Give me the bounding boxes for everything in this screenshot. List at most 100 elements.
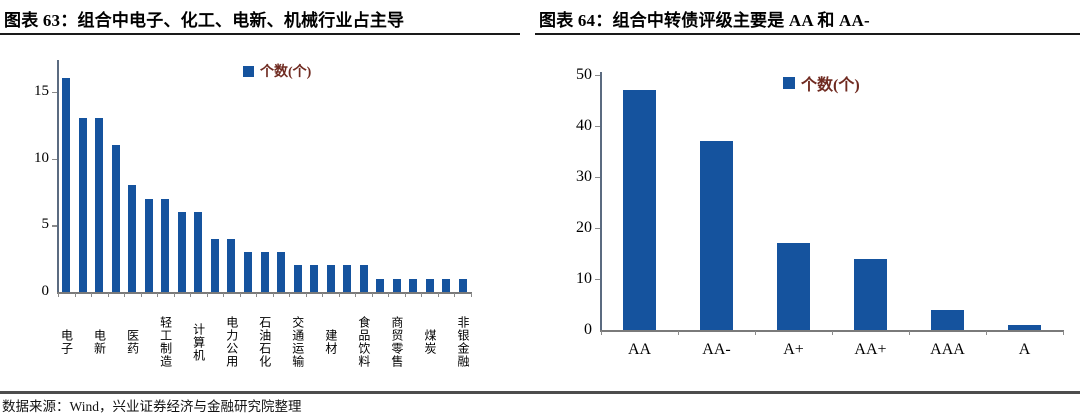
legend-industry: 个数(个) — [243, 61, 311, 81]
rating-bar-chart: 0 10 20 30 40 50 AA AA- A+ AA+ AAA A — [535, 0, 1080, 390]
footer-divider — [0, 391, 1080, 394]
x-axis-tick — [832, 331, 833, 335]
x-category-label: 计算机 — [191, 322, 206, 362]
y-axis-tick-label: 30 — [576, 168, 592, 185]
x-axis-tick — [404, 293, 406, 297]
y-axis-tick — [595, 126, 600, 128]
data-source-note: 数据来源：Wind，兴业证券经济与金融研究院整理 — [2, 399, 302, 413]
x-axis-tick — [322, 293, 324, 297]
bar — [210, 238, 219, 292]
bar — [931, 309, 964, 330]
bar — [1008, 324, 1041, 330]
x-axis-tick — [678, 331, 679, 335]
bar — [293, 265, 302, 292]
x-axis-line — [600, 330, 1064, 332]
bar — [376, 278, 385, 292]
x-axis-tick — [74, 293, 76, 297]
legend-swatch-icon — [783, 77, 795, 89]
x-category-label: 石油石化 — [257, 316, 272, 368]
bar — [623, 90, 656, 330]
x-category-label: 食品饮料 — [356, 316, 371, 368]
chart-title-rating: 图表 64：组合中转债评级主要是 AA 和 AA- — [539, 11, 870, 30]
bar — [243, 251, 252, 292]
x-axis-tick — [239, 293, 241, 297]
bar — [777, 243, 810, 330]
y-axis-tick — [595, 75, 600, 77]
x-axis-tick — [256, 293, 258, 297]
x-category-label: 煤炭 — [422, 329, 437, 355]
bar — [359, 265, 368, 292]
x-axis-tick — [371, 293, 373, 297]
chart-title-industry: 图表 63：组合中电子、化工、电新、机械行业占主导 — [4, 11, 405, 30]
x-axis-tick — [206, 293, 208, 297]
y-axis-tick-label: 20 — [576, 219, 592, 236]
y-axis-tick — [52, 158, 57, 160]
x-category-label: 建材 — [323, 329, 338, 355]
x-category-label: 电新 — [92, 329, 107, 355]
x-category-label: 商贸零售 — [389, 316, 404, 368]
x-axis-tick — [124, 293, 126, 297]
bar — [409, 278, 418, 292]
x-axis-tick — [986, 331, 987, 335]
bar — [78, 118, 87, 292]
bar — [326, 265, 335, 292]
bar — [95, 118, 104, 292]
y-axis-tick-label: 5 — [41, 216, 50, 233]
y-axis-line — [57, 60, 59, 293]
bar — [310, 265, 319, 292]
x-category-label: 电子 — [59, 329, 74, 355]
x-axis-tick — [909, 331, 910, 335]
y-axis-tick — [595, 228, 600, 230]
x-axis-tick — [91, 293, 93, 297]
title-underline — [0, 33, 520, 35]
y-axis-tick-label: 10 — [576, 270, 592, 287]
x-axis-tick — [1063, 331, 1064, 335]
x-axis-tick — [437, 293, 439, 297]
x-axis-tick — [454, 293, 456, 297]
y-axis-tick-label: 40 — [576, 117, 592, 134]
x-axis-tick — [355, 293, 357, 297]
bar — [854, 258, 887, 330]
bar — [111, 145, 120, 292]
bar — [161, 198, 170, 292]
bar — [392, 278, 401, 292]
bar — [343, 265, 352, 292]
legend-rating: 个数(个) — [783, 71, 860, 95]
x-axis-tick — [58, 293, 59, 297]
x-axis-tick — [289, 293, 291, 297]
x-category-label: AA — [627, 341, 652, 358]
bar — [144, 198, 153, 292]
y-axis-tick — [595, 279, 600, 281]
x-category-label: A+ — [783, 341, 804, 358]
x-axis-tick — [471, 293, 472, 297]
x-axis-tick — [755, 331, 756, 335]
x-category-label: AAA — [930, 341, 965, 358]
y-axis-tick-label: 0 — [41, 283, 50, 299]
x-axis-line — [57, 292, 472, 294]
y-axis-tick — [595, 177, 600, 179]
industry-bar-chart: 0 5 10 15 电子 电新 医药 轻工制造 计算机 电力公用 石油石化 交通运输 建材 食品饮料 商贸零… — [0, 0, 520, 390]
chart-panel-industry: 图表 63：组合中电子、化工、电新、机械行业占主导 0 5 10 15 电子 电新 医药 轻工… — [0, 0, 520, 390]
x-axis-tick — [388, 293, 390, 297]
chart-panel-rating: 图表 64：组合中转债评级主要是 AA 和 AA- 0 10 20 30 40 50 AA A… — [535, 0, 1080, 390]
legend-swatch-icon — [243, 65, 254, 77]
x-axis-tick — [338, 293, 340, 297]
x-category-label: AA- — [702, 341, 731, 358]
x-axis-tick — [421, 293, 423, 297]
x-axis-tick — [157, 293, 159, 297]
x-axis-tick — [272, 293, 274, 297]
x-category-label: 轻工制造 — [158, 316, 173, 368]
bar — [227, 238, 236, 292]
x-category-label: 交通运输 — [290, 316, 305, 368]
bar — [277, 251, 286, 292]
y-axis-line — [600, 72, 602, 331]
x-axis-tick — [305, 293, 307, 297]
bar — [260, 251, 269, 292]
y-axis-tick — [52, 91, 57, 94]
bar — [194, 211, 203, 292]
x-axis-tick — [173, 293, 175, 297]
y-axis-tick-label: 10 — [34, 149, 49, 166]
bar — [458, 278, 467, 292]
x-axis-tick — [190, 293, 192, 297]
x-category-label: 非银金融 — [455, 316, 470, 368]
